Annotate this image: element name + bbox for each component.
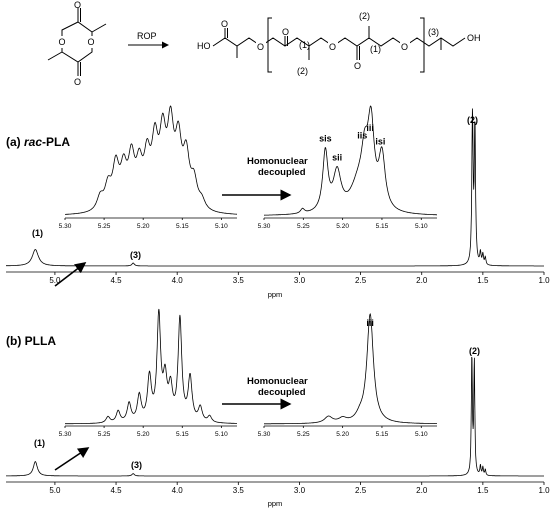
ring-oxygen-right: O bbox=[88, 37, 95, 47]
coupled-inset-b: 5.30 5.25 5.20 5.15 5.10 bbox=[59, 308, 237, 438]
main-x-tick-label: 4.5 bbox=[110, 276, 122, 285]
position-label-1b: (1) bbox=[370, 44, 381, 54]
note-line-1-a: Homonuclear bbox=[247, 156, 308, 167]
main-x-tick-label: 1.5 bbox=[477, 486, 489, 495]
coupled-inset-a: 5.30 5.25 5.20 5.15 5.10 bbox=[59, 105, 237, 230]
ring-oxygen-left: O bbox=[59, 37, 66, 47]
coupled-tick-label: 5.25 bbox=[98, 431, 111, 438]
homonuclear-decoupled-tick-label: 5.15 bbox=[376, 223, 389, 230]
polymer-o-4: O bbox=[329, 42, 336, 52]
coupled-spectrum-line bbox=[65, 308, 237, 425]
main-spectrum-b: 5.0 4.5 4.0 3.5 3.0 2.5 2.0 1.5 1.0 ppm bbox=[6, 356, 550, 508]
polymer-o-5: O bbox=[354, 61, 361, 71]
polymer-oh: OH bbox=[467, 33, 481, 43]
homonuclear-decoupled-tick-label: 5.30 bbox=[258, 223, 271, 230]
main-x-tick-label: 2.0 bbox=[416, 276, 428, 285]
stereosequence-label: iis bbox=[357, 130, 367, 140]
homonuclear-decoupled-spectrum-line bbox=[264, 105, 437, 216]
spectrum-panel-plla: (b) PLLA 5.0 4.5 4.0 3.5 3.0 2.5 2.0 1.5 1.0ppm … bbox=[6, 308, 550, 508]
note-line-1-b: Homonuclear bbox=[247, 376, 308, 387]
position-label-3: (3) bbox=[428, 27, 439, 37]
coupled-tick-label: 5.30 bbox=[59, 223, 72, 230]
reaction-scheme: O O O O ROP HO O O O O bbox=[47, 0, 481, 87]
panel-a-title: (a) rac-PLA bbox=[6, 135, 70, 149]
coupled-tick-label: 5.20 bbox=[137, 223, 150, 230]
coupled-tick-label: 5.25 bbox=[98, 223, 111, 230]
stereosequence-label: iii bbox=[366, 318, 374, 328]
main-x-tick-label: 4.5 bbox=[110, 486, 122, 495]
main-x-tick-label: 1.0 bbox=[538, 276, 550, 285]
polylactide-structure bbox=[212, 17, 466, 73]
zoom-arrow-a bbox=[54, 262, 87, 287]
main-x-tick-label: 4.0 bbox=[172, 486, 184, 495]
main-spectrum-line bbox=[6, 108, 544, 267]
peak-label-1-b: (1) bbox=[34, 438, 45, 448]
coupled-tick-label: 5.20 bbox=[137, 431, 150, 438]
decoupled-inset-b: 5.30 5.25 5.20 5.15 5.10 iii bbox=[258, 313, 437, 438]
polymer-o-1: O bbox=[221, 19, 228, 29]
coupled-tick-label: 5.30 bbox=[59, 431, 72, 438]
carbonyl-oxygen-bottom: O bbox=[74, 77, 81, 87]
homonuclear-decoupled-tick-label: 5.15 bbox=[376, 431, 389, 438]
main-x-tick-label: 3.0 bbox=[294, 276, 306, 285]
x-axis-label: ppm bbox=[268, 290, 283, 299]
homonuclear-decoupled-tick-label: 5.25 bbox=[297, 223, 310, 230]
homonuclear-decoupled-tick-label: 5.20 bbox=[336, 223, 349, 230]
coupled-tick-label: 5.15 bbox=[176, 223, 189, 230]
peak-label-3-b: (3) bbox=[131, 460, 142, 470]
position-label-2b: (2) bbox=[359, 11, 370, 21]
zoom-arrow-b bbox=[54, 447, 90, 471]
x-axis-label: ppm bbox=[268, 499, 283, 508]
lactide-structure bbox=[47, 8, 107, 76]
peak-label-3-a: (3) bbox=[130, 250, 141, 260]
main-x-tick-label: 3.5 bbox=[233, 276, 245, 285]
stereosequence-label: sis bbox=[319, 133, 332, 143]
homonuclear-decoupled-tick-label: 5.20 bbox=[336, 431, 349, 438]
main-spectrum-a: 5.0 4.5 4.0 3.5 3.0 2.5 2.0 1.5 1.0 ppm bbox=[6, 108, 550, 299]
main-x-tick-label: 5.0 bbox=[49, 486, 61, 495]
main-x-tick-label: 3.0 bbox=[294, 486, 306, 495]
polymer-ho: HO bbox=[197, 41, 211, 51]
peak-label-2-a: (2) bbox=[467, 115, 478, 125]
polymer-o-6: O bbox=[401, 42, 408, 52]
homonuclear-decoupled-tick-label: 5.10 bbox=[415, 431, 428, 438]
main-x-tick-label: 3.5 bbox=[233, 486, 245, 495]
stereosequence-label: isi bbox=[375, 137, 385, 147]
spectrum-panel-rac-pla: (a) rac-PLA 5.0 4.5 4.0 3.5 3.0 2.5 2.0 1.5 1.0 p… bbox=[6, 105, 550, 299]
homonuclear-decoupled-tick-label: 5.30 bbox=[258, 431, 271, 438]
position-label-2a: (2) bbox=[297, 66, 308, 76]
peak-label-2-b: (2) bbox=[469, 346, 480, 356]
coupled-tick-label: 5.15 bbox=[176, 431, 189, 438]
stereosequence-label: iii bbox=[366, 123, 374, 133]
main-x-tick-label: 5.0 bbox=[49, 276, 61, 285]
main-x-tick-label: 1.0 bbox=[538, 486, 550, 495]
coupled-tick-label: 5.10 bbox=[215, 431, 228, 438]
main-x-tick-label: 2.5 bbox=[355, 486, 367, 495]
position-label-1a: (1) bbox=[299, 40, 310, 50]
note-line-2-a: decoupled bbox=[258, 167, 306, 178]
polymer-o-2: O bbox=[257, 42, 264, 52]
main-x-tick-label: 1.5 bbox=[477, 276, 489, 285]
main-x-tick-label: 4.0 bbox=[172, 276, 184, 285]
coupled-tick-label: 5.10 bbox=[215, 223, 228, 230]
rop-label: ROP bbox=[137, 31, 157, 41]
homonuclear-decoupled-tick-label: 5.25 bbox=[297, 431, 310, 438]
carbonyl-oxygen-top: O bbox=[74, 0, 81, 10]
peak-label-1-a: (1) bbox=[32, 228, 43, 238]
homonuclear-decoupled-spectrum-line bbox=[264, 313, 437, 425]
polymer-o-3: O bbox=[282, 27, 289, 37]
panel-b-title: (b) PLLA bbox=[6, 334, 56, 348]
note-line-2-b: decoupled bbox=[258, 387, 306, 398]
stereosequence-label: sii bbox=[332, 152, 342, 162]
main-spectrum-line bbox=[6, 356, 544, 477]
homonuclear-decoupled-tick-label: 5.10 bbox=[415, 223, 428, 230]
main-x-tick-label: 2.5 bbox=[355, 276, 367, 285]
coupled-spectrum-line bbox=[65, 105, 237, 215]
main-x-tick-label: 2.0 bbox=[416, 486, 428, 495]
